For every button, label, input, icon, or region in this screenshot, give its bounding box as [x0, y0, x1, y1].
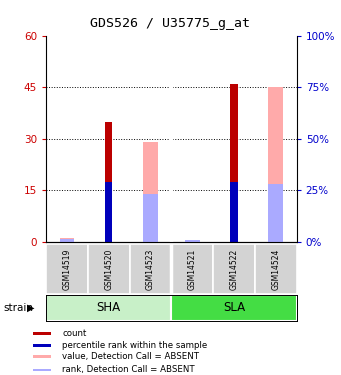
Text: SHA: SHA	[97, 302, 121, 314]
Bar	[33, 356, 51, 358]
Bar	[143, 142, 158, 242]
Bar	[230, 182, 238, 242]
Text: count: count	[62, 329, 87, 338]
Text: SLA: SLA	[223, 302, 245, 314]
Bar	[33, 344, 51, 346]
Bar	[172, 295, 297, 321]
Text: GSM14520: GSM14520	[104, 248, 113, 290]
Bar	[213, 244, 255, 294]
Bar	[268, 87, 283, 242]
Bar	[105, 122, 113, 242]
Bar	[185, 240, 199, 242]
Bar	[60, 238, 74, 242]
Bar	[33, 369, 51, 371]
Text: value, Detection Call = ABSENT: value, Detection Call = ABSENT	[62, 352, 199, 361]
Bar	[33, 332, 51, 335]
Bar	[88, 244, 130, 294]
Text: rank, Detection Call = ABSENT: rank, Detection Call = ABSENT	[62, 365, 195, 374]
Text: ▶: ▶	[27, 303, 34, 313]
Bar	[60, 239, 74, 242]
Bar	[255, 244, 297, 294]
Bar	[105, 182, 113, 242]
Bar	[185, 240, 199, 242]
Text: strain: strain	[3, 303, 33, 313]
Text: GSM14521: GSM14521	[188, 249, 197, 290]
Text: GSM14522: GSM14522	[229, 249, 238, 290]
Bar	[143, 194, 158, 242]
Bar	[230, 84, 238, 242]
Text: percentile rank within the sample: percentile rank within the sample	[62, 340, 208, 350]
Text: GSM14523: GSM14523	[146, 248, 155, 290]
Bar	[130, 244, 171, 294]
Bar	[268, 184, 283, 242]
Text: GSM14524: GSM14524	[271, 248, 280, 290]
Text: GSM14519: GSM14519	[62, 248, 71, 290]
Bar	[46, 295, 171, 321]
Text: GDS526 / U35775_g_at: GDS526 / U35775_g_at	[90, 17, 251, 30]
Bar	[46, 244, 88, 294]
Bar	[172, 244, 213, 294]
